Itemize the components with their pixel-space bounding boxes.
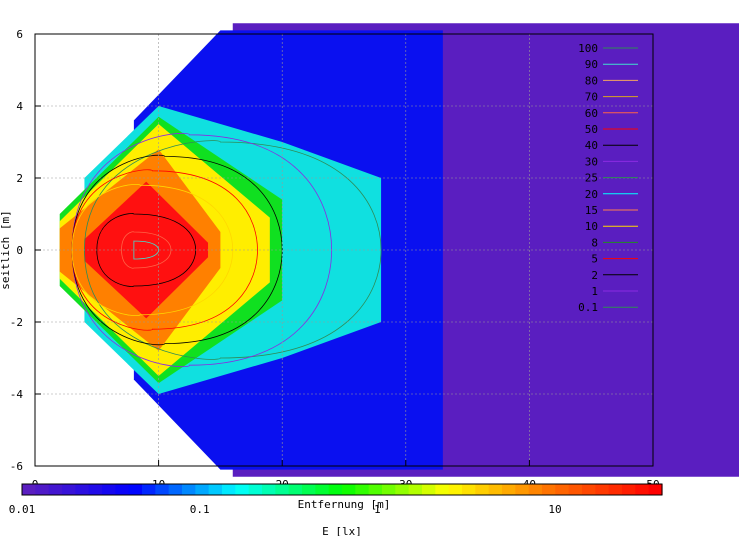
- colorbar-segment: [62, 484, 76, 495]
- colorbar-tick-label: 1: [374, 503, 381, 516]
- colorbar-segment: [182, 484, 196, 495]
- colorbar-frame: [21, 483, 663, 496]
- legend-label: 70: [585, 91, 598, 104]
- colorbar-segment: [142, 484, 156, 495]
- legend-label: 15: [585, 204, 598, 217]
- legend-label: 0.1: [578, 301, 598, 314]
- heatmap-region: [84, 181, 209, 319]
- colorbar-segment: [488, 484, 503, 495]
- colorbar-segment: [515, 484, 530, 495]
- colorbar-segment: [115, 484, 130, 495]
- colorbar-segment: [22, 484, 36, 495]
- colorbar-segment: [408, 484, 423, 495]
- colorbar-segment: [422, 484, 436, 495]
- legend-label: 1: [591, 285, 598, 298]
- colorbar-segment: [555, 484, 570, 495]
- legend-label: 5: [591, 253, 598, 266]
- colorbar-segment: [75, 484, 90, 495]
- legend-label: 40: [585, 139, 598, 152]
- colorbar-segment: [595, 484, 610, 495]
- colorbar-segment: [568, 484, 583, 495]
- legend-label: 20: [585, 188, 598, 201]
- grid: [35, 34, 653, 466]
- legend-label: 50: [585, 123, 598, 136]
- y-tick-label: 6: [16, 28, 23, 41]
- colorbar-segment: [355, 484, 370, 495]
- colorbar-segment: [235, 484, 250, 495]
- legend-label: 80: [585, 74, 598, 87]
- colorbar-segment: [102, 484, 116, 495]
- contour-line: [121, 231, 172, 269]
- colorbar-tick-label: 0.01: [9, 503, 36, 516]
- legend-label: 60: [585, 107, 598, 120]
- colorbar-segment: [262, 484, 276, 495]
- colorbar-segment: [222, 484, 236, 495]
- colorbar-segment: [528, 484, 543, 495]
- colorbar-segment: [275, 484, 290, 495]
- colorbar-tick-label: 10: [548, 503, 561, 516]
- legend-label: 100: [578, 42, 598, 55]
- colorbar-segment: [168, 484, 183, 495]
- legend-label: 30: [585, 155, 598, 168]
- legend-label: 10: [585, 220, 598, 233]
- colorbar-segment: [475, 484, 490, 495]
- x-axis-label: Entfernung [m]: [298, 498, 391, 511]
- legend: 100 90 80 70 60 50 40 30 25 20 15 10 8 5 2 1 0.1: [578, 42, 638, 314]
- y-tick-label: -2: [10, 316, 23, 329]
- colorbar-segment: [542, 484, 556, 495]
- y-tick-label: 4: [16, 100, 23, 113]
- colorbar: 0.01 0.1 1 10: [9, 483, 663, 516]
- colorbar-segment: [368, 484, 383, 495]
- colorbar-segment: [35, 484, 50, 495]
- colorbar-segment: [462, 484, 476, 495]
- colorbar-segment: [208, 484, 223, 495]
- y-tick-label: -6: [10, 460, 23, 473]
- colorbar-segment: [315, 484, 330, 495]
- colorbar-segment: [448, 484, 463, 495]
- colorbar-segment: [608, 484, 623, 495]
- contour-line: [84, 140, 382, 360]
- colorbar-segment: [635, 484, 650, 495]
- colorbar-segment: [48, 484, 63, 495]
- legend-label: 2: [591, 269, 598, 282]
- colorbar-segment: [302, 484, 316, 495]
- colorbar-segment: [328, 484, 343, 495]
- colorbar-segment: [582, 484, 596, 495]
- colorbar-tick-label: 0.1: [190, 503, 210, 516]
- y-axis-label: seitlich [m]: [0, 210, 12, 289]
- contour-line: [71, 169, 258, 331]
- legend-label: 25: [585, 172, 598, 185]
- colorbar-segment: [342, 484, 356, 495]
- colorbar-label: E [lx]: [322, 525, 362, 536]
- colorbar-segment: [622, 484, 636, 495]
- legend-label: 90: [585, 58, 598, 71]
- colorbar-segment: [648, 484, 663, 495]
- legend-label: 8: [591, 236, 598, 249]
- colorbar-segment: [435, 484, 450, 495]
- colorbar-segment: [88, 484, 103, 495]
- colorbar-segment: [128, 484, 143, 495]
- colorbar-segment: [502, 484, 516, 495]
- colorbar-segment: [248, 484, 263, 495]
- colorbar-segment: [382, 484, 396, 495]
- y-tick-label: 0: [16, 244, 23, 257]
- y-tick-label: -4: [10, 388, 24, 401]
- colorbar-segment: [288, 484, 303, 495]
- colorbar-segment: [155, 484, 170, 495]
- colorbar-segment: [195, 484, 210, 495]
- colorbar-segment: [395, 484, 410, 495]
- y-tick-label: 2: [16, 172, 23, 185]
